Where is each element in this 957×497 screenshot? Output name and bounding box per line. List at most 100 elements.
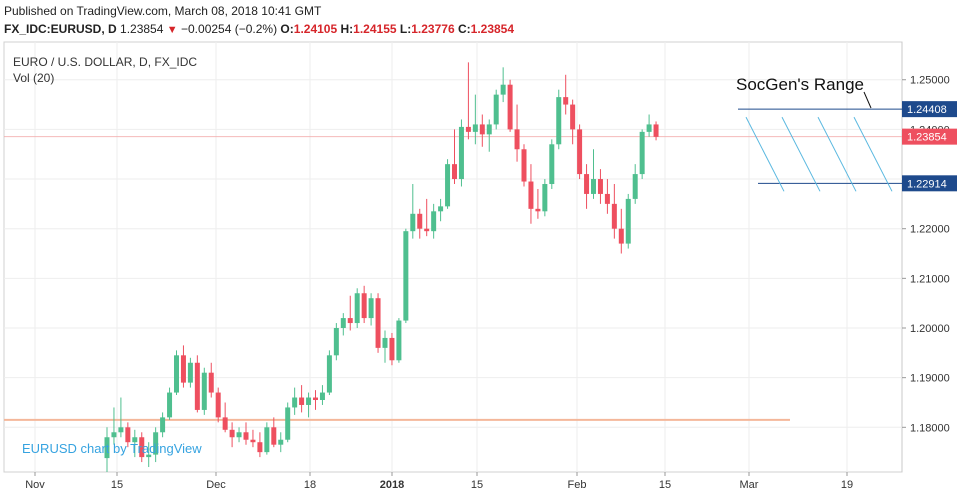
price-label-text: 1.23854 [907, 132, 947, 144]
y-tick-label: 1.25000 [910, 75, 950, 87]
open-value: 1.24105 [293, 22, 338, 36]
open-label: O: [280, 22, 294, 36]
x-tick-label: 18 [304, 479, 316, 491]
candle-body [160, 417, 166, 433]
candle-body [500, 84, 506, 95]
candle-body [486, 124, 492, 135]
price-label-text: 1.22914 [907, 178, 947, 190]
candle-body [417, 213, 423, 229]
candle-body [167, 392, 173, 418]
close-value: 1.23854 [470, 22, 515, 36]
candle-body [591, 179, 596, 194]
candle-body [535, 208, 541, 212]
candle-body [382, 337, 388, 348]
price-label-box [902, 175, 957, 192]
candle-body [542, 184, 548, 212]
time-axis[interactable]: Nov 15 Dec 18 2018 15 Feb 15 Mar 19 [25, 472, 853, 491]
x-tick-label: 15 [659, 479, 671, 491]
candle-body [639, 131, 645, 175]
x-tick-label: 2018 [380, 479, 404, 491]
candle-body [549, 144, 555, 185]
candle-body [243, 432, 249, 440]
candle-body [326, 355, 332, 393]
candle-body [424, 228, 430, 232]
x-tick-label: Dec [206, 479, 226, 491]
candle-body [250, 439, 256, 443]
candle-body [347, 318, 353, 324]
candle-body [153, 432, 159, 455]
candle-body [264, 427, 270, 453]
x-tick-label: 15 [111, 479, 123, 491]
candle-body [222, 417, 228, 430]
high-value: 1.24155 [353, 22, 397, 36]
close-label: C: [457, 22, 471, 36]
candle-body [528, 181, 534, 209]
candle-body [313, 397, 318, 401]
candle-body [208, 372, 214, 393]
candle-body [445, 164, 451, 207]
fan-line [817, 116, 857, 192]
y-tick-label: 1.19000 [910, 373, 950, 385]
candle-body [215, 392, 221, 418]
y-tick-label: 1.21000 [910, 273, 950, 285]
candle-body [306, 397, 312, 405]
price-axis-labels: 1.24408 1.23854 1.22914 [902, 101, 957, 192]
tradingview-watermark[interactable]: EURUSD chart by TradingView [22, 441, 202, 456]
price-label-box [902, 101, 957, 118]
candle-body [556, 97, 562, 145]
candle-body [452, 164, 457, 180]
horizontal-levels [4, 108, 902, 421]
candle-body [354, 293, 360, 324]
candle-body [118, 427, 124, 433]
price-label-box [902, 128, 957, 145]
candle-body [521, 149, 527, 182]
candle-body [472, 124, 478, 132]
candle-body [132, 437, 138, 443]
chart-title: EURO / U.S. DOLLAR, D, FX_IDC [13, 55, 198, 69]
x-tick-label: Nov [25, 479, 45, 491]
y-tick-label: 1.22000 [910, 224, 950, 236]
high-label: H: [340, 22, 354, 36]
last-price: 1.23854 [120, 22, 164, 36]
candle-body [340, 318, 346, 329]
candle-body [146, 454, 152, 458]
volume-indicator-label[interactable]: Vol (20) [13, 71, 55, 85]
published-line: Published on TradingView.com, March 08, … [4, 4, 322, 18]
socgen-range-fan [745, 116, 893, 192]
candle-body [625, 198, 631, 244]
candle-body [514, 129, 520, 150]
candle-body [375, 298, 381, 348]
candle-body [493, 94, 499, 125]
chart-frame [3, 41, 903, 473]
candle-body [438, 206, 444, 212]
socgen-range-annotation[interactable]: SocGen's Range [736, 75, 864, 94]
candle-body [507, 84, 513, 130]
candle-body [410, 213, 416, 232]
candle-body [292, 397, 298, 408]
y-tick-label: 1.20000 [910, 323, 950, 335]
candle-body [174, 355, 179, 393]
candle-body [479, 124, 485, 135]
candle-body [139, 437, 145, 458]
candle-body [333, 328, 339, 356]
y-tick-label: 1.18000 [910, 422, 950, 434]
candle-body [431, 211, 437, 232]
candle-body [584, 174, 590, 194]
candle-body [236, 432, 242, 438]
candle-body [361, 293, 367, 319]
candle-body [187, 362, 193, 383]
candle-body [180, 355, 186, 383]
candle-body [563, 97, 569, 105]
candle-body [257, 442, 263, 453]
candle-body [646, 124, 652, 132]
low-label: L: [399, 22, 412, 36]
candle-body [125, 427, 131, 443]
candle-body [104, 437, 110, 459]
candle-body [285, 407, 291, 440]
x-tick-label: Mar [740, 479, 759, 491]
candle-body [271, 427, 277, 445]
candle-body [278, 439, 284, 445]
candle-body [201, 372, 207, 410]
down-arrow-icon: ▼ [166, 24, 178, 36]
